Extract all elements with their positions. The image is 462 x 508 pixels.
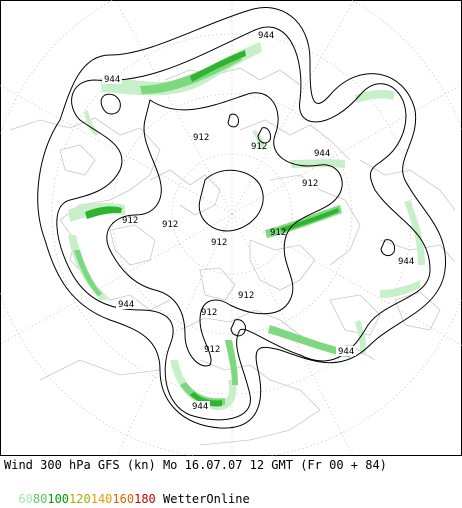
legend-item-120: 120 bbox=[69, 492, 91, 506]
height-contours bbox=[37, 6, 447, 429]
contour-label: 944 bbox=[338, 347, 354, 357]
legend-item-80: 80 bbox=[32, 492, 48, 506]
brand-label: WetterOnline bbox=[163, 492, 250, 506]
coastlines bbox=[9, 67, 456, 446]
contour-label: 912 bbox=[251, 142, 267, 152]
contour-label: 944 bbox=[104, 75, 120, 85]
legend-item-60: 60 bbox=[18, 492, 33, 506]
contour-label: 912 bbox=[193, 133, 209, 143]
contour-label: 912 bbox=[122, 216, 138, 226]
legend-item-140: 140 bbox=[90, 492, 113, 506]
contour-label: 912 bbox=[302, 179, 318, 189]
legend-item-180: 180 bbox=[134, 492, 156, 506]
contour-944-outer bbox=[37, 6, 447, 429]
contour-small-5 bbox=[230, 319, 246, 337]
contour-label: 944 bbox=[258, 31, 274, 41]
contour-small-2 bbox=[227, 113, 239, 128]
contour-small-3 bbox=[257, 127, 271, 144]
contour-label: 944 bbox=[314, 149, 330, 159]
contour-label: 944 bbox=[192, 402, 208, 412]
contour-912-center bbox=[198, 169, 264, 232]
contour-small-1 bbox=[100, 93, 121, 115]
contour-912-ring bbox=[106, 92, 343, 367]
contour-label: 912 bbox=[162, 220, 178, 230]
contour-label: 944 bbox=[118, 300, 134, 310]
jet-band-north bbox=[100, 42, 262, 96]
contour-944 bbox=[56, 26, 431, 421]
jet-band-east bbox=[290, 159, 345, 168]
legend-item-160: 160 bbox=[112, 492, 135, 506]
contour-label: 912 bbox=[270, 228, 286, 238]
map-title: Wind 300 hPa GFS (kn) Mo 16.07.07 12 GMT… bbox=[4, 458, 387, 472]
contour-labels: 944 944 912 912 944 912 912 912 912 912 … bbox=[102, 30, 416, 412]
jet-band-southeast bbox=[268, 325, 350, 358]
wind-speed-legend: 6080100120140160180 WetterOnline bbox=[4, 474, 462, 506]
contour-label: 944 bbox=[398, 257, 414, 267]
contour-label: 912 bbox=[204, 345, 220, 355]
contour-label: 912 bbox=[211, 238, 227, 248]
jet-band-far-east bbox=[404, 200, 425, 265]
contour-label: 912 bbox=[238, 291, 254, 301]
map-frame: 944 944 912 912 944 912 912 912 912 912 … bbox=[0, 0, 462, 456]
legend-item-100: 100 bbox=[47, 492, 70, 506]
wind-map: 944 944 912 912 944 912 912 912 912 912 … bbox=[0, 0, 462, 456]
contour-small-4 bbox=[380, 239, 395, 257]
contour-label: 912 bbox=[201, 308, 217, 318]
